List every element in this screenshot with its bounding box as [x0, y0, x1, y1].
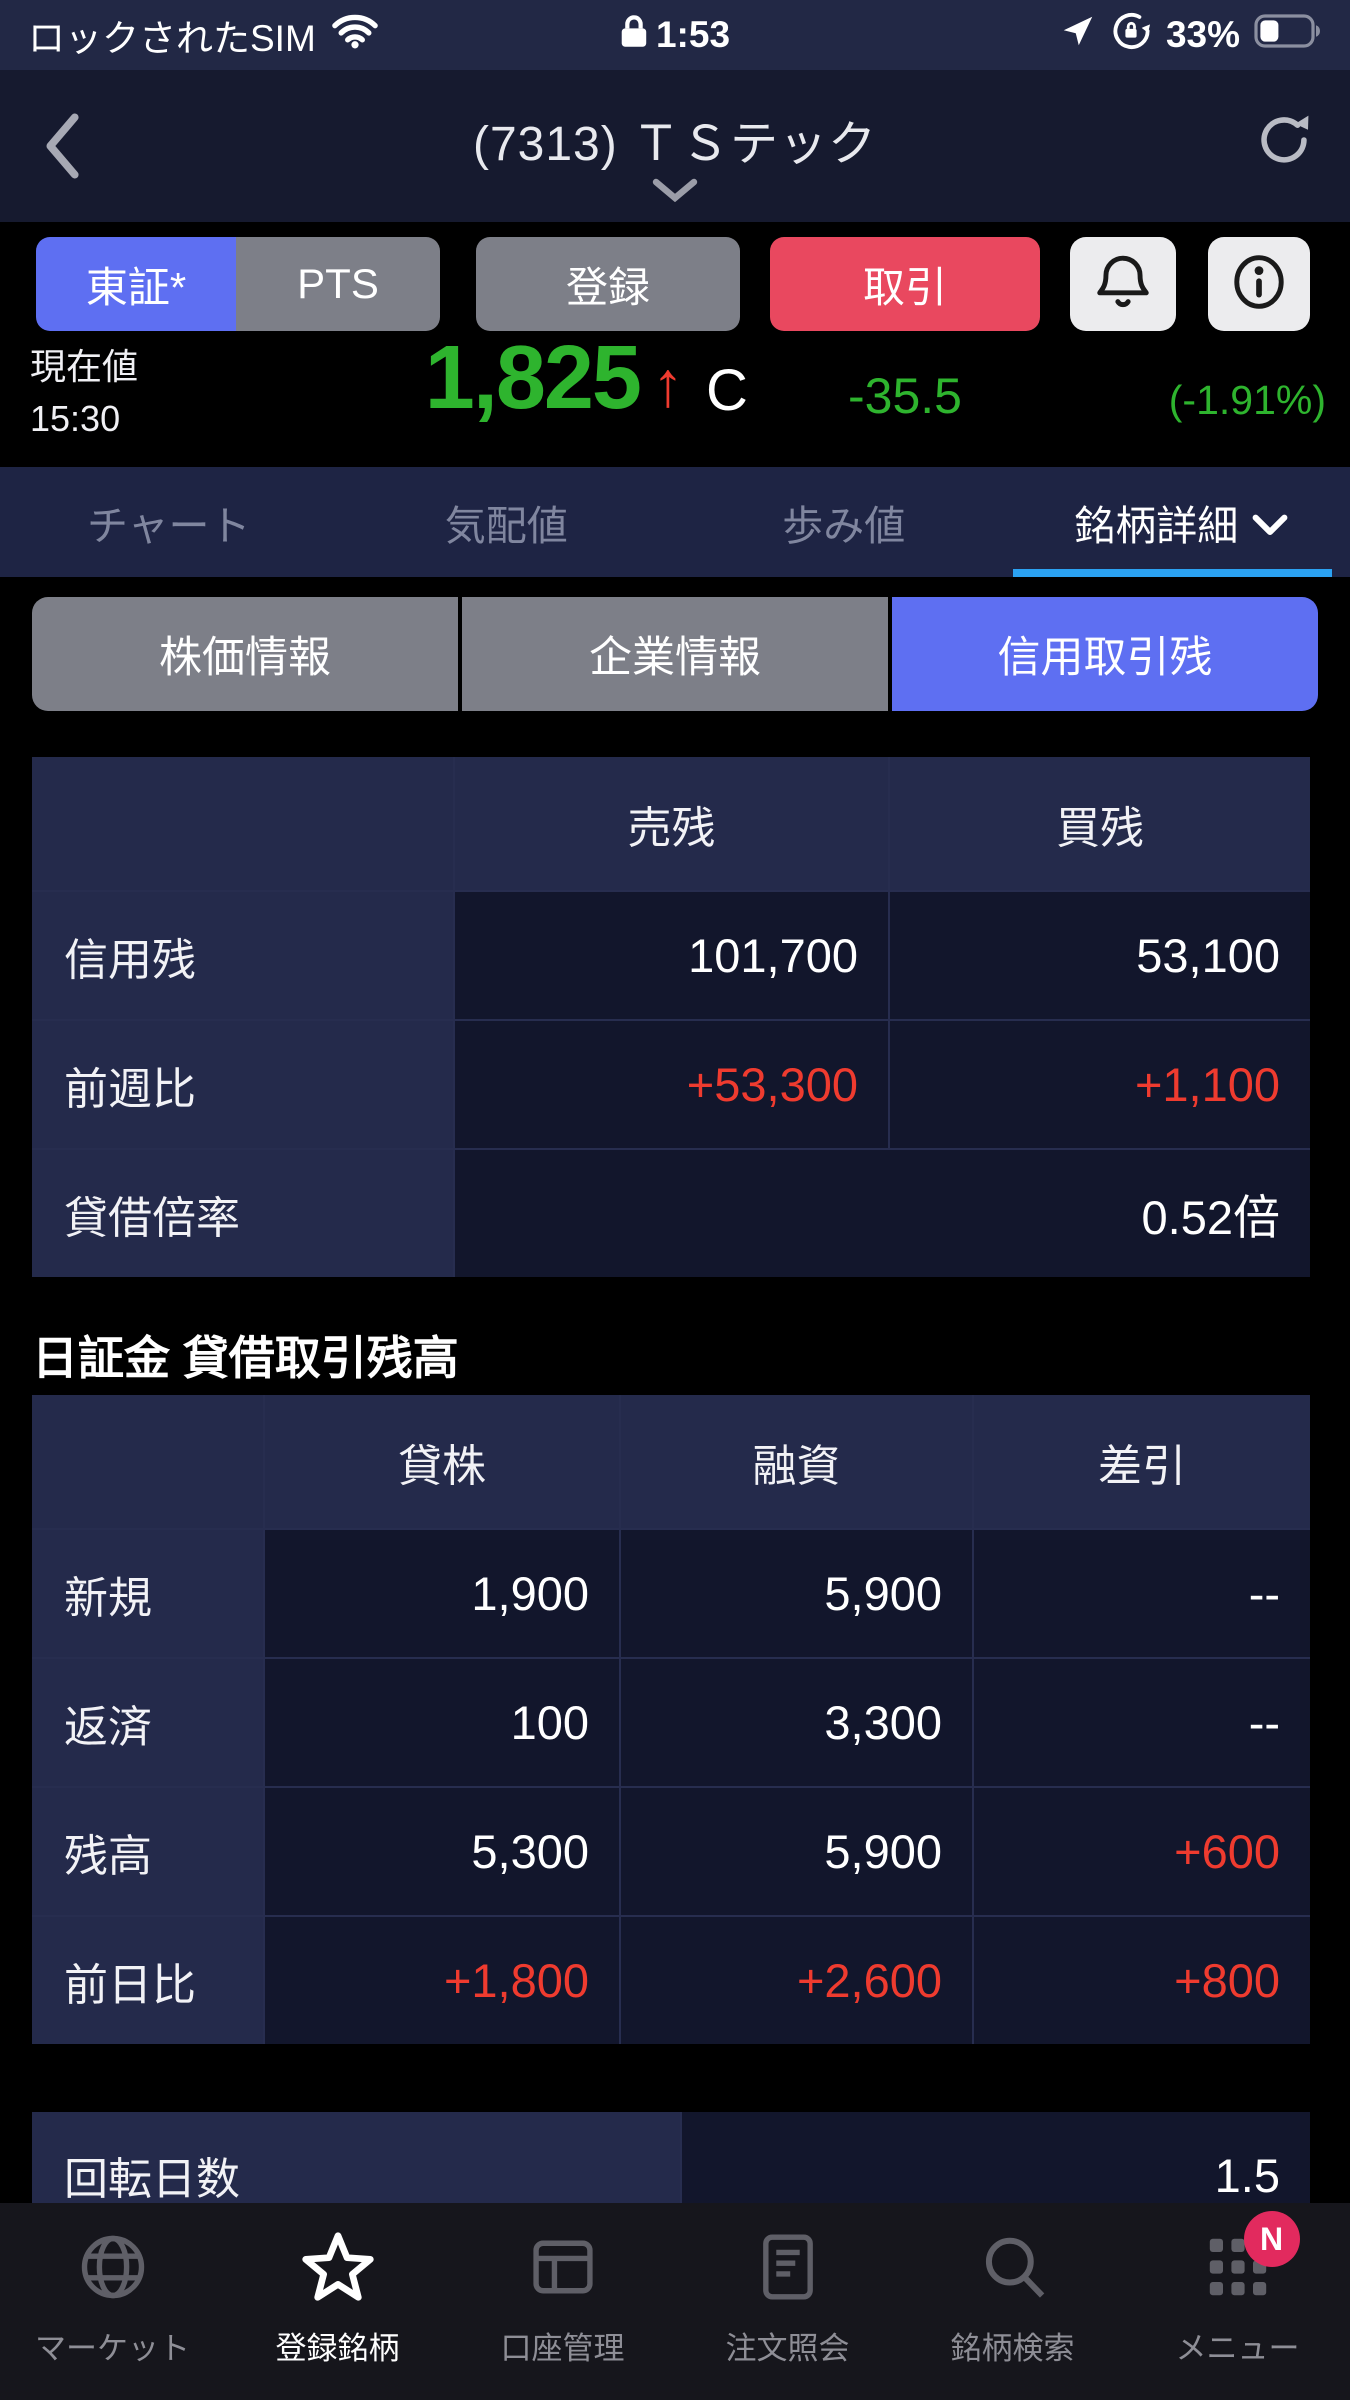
margin-buy-balance: 53,100	[890, 892, 1310, 1019]
current-price: 1,825	[424, 328, 642, 428]
status-bar: ロックされたSIM 1:53 33%	[0, 0, 1350, 70]
repay-kashikabu: 100	[265, 1659, 619, 1786]
column-header-sell: 売残	[455, 757, 888, 890]
info-button[interactable]	[1208, 237, 1310, 331]
subtab-margin-balance[interactable]: 信用取引残	[888, 597, 1318, 711]
bell-icon	[1092, 251, 1154, 318]
tab-bar: チャート 気配値 歩み値 銘柄詳細	[0, 467, 1350, 577]
new-sashihiki: --	[974, 1530, 1310, 1657]
row-label: 信用残	[32, 892, 453, 1019]
globe-icon	[73, 2227, 153, 2307]
column-header-buy: 買残	[890, 757, 1310, 890]
tab-quotes[interactable]: 気配値	[444, 503, 568, 549]
dod-yushi: +2,600	[621, 1917, 972, 2044]
new-yushi: 5,900	[621, 1530, 972, 1657]
notification-badge: N	[1243, 2211, 1300, 2267]
account-card-icon	[523, 2227, 603, 2307]
price-change: -35.5	[848, 368, 962, 424]
balance-kashikabu: 5,300	[265, 1788, 619, 1915]
quote-time: 15:30	[30, 398, 121, 440]
tab-chart[interactable]: チャート	[86, 503, 251, 549]
menu-grid-icon: N	[1198, 2211, 1300, 2307]
nav-menu[interactable]: N メニュー	[1125, 2203, 1350, 2400]
clock-time: 1:53	[655, 14, 731, 55]
page-title: (7313) ＴＳテック	[472, 118, 878, 171]
order-list-icon	[748, 2227, 828, 2307]
detail-subtabs: 株価情報 企業情報 信用取引残	[32, 597, 1318, 711]
nisshokin-table: 貸株 融資 差引 新規 1,900 5,900 -- 返済 100 3,300 …	[32, 1395, 1310, 2044]
register-button[interactable]: 登録	[476, 237, 740, 331]
nav-search[interactable]: 銘柄検索	[900, 2203, 1125, 2400]
alert-bell-button[interactable]	[1070, 237, 1176, 331]
table-corner-cell	[32, 1395, 263, 1528]
margin-ratio: 0.52倍	[455, 1150, 1310, 1277]
wifi-icon	[331, 13, 378, 58]
row-label: 残高	[32, 1788, 263, 1915]
bottom-nav: マーケット 登録銘柄 口座管理 注文照会 銘柄検索	[0, 2203, 1350, 2400]
dod-kashikabu: +1,800	[265, 1917, 619, 2044]
tab-stock-detail[interactable]: 銘柄詳細	[1012, 467, 1350, 577]
battery-percent: 33%	[1165, 14, 1240, 55]
star-icon	[298, 2227, 378, 2307]
active-tab-underline	[1012, 569, 1332, 577]
up-arrow-icon: ↑	[652, 348, 684, 420]
subtab-company-info[interactable]: 企業情報	[458, 597, 888, 711]
exchange-pts-button[interactable]: PTS	[236, 237, 440, 331]
chevron-down-icon	[1252, 499, 1288, 546]
wow-change-sell: +53,300	[455, 1021, 888, 1148]
subtab-stock-info[interactable]: 株価情報	[32, 597, 458, 711]
margin-sell-balance: 101,700	[455, 892, 888, 1019]
nav-watchlist[interactable]: 登録銘柄	[225, 2203, 450, 2400]
row-label: 貸借倍率	[32, 1150, 453, 1277]
balance-sashihiki: +600	[974, 1788, 1310, 1915]
table-corner-cell	[32, 757, 453, 890]
balance-yushi: 5,900	[621, 1788, 972, 1915]
lock-icon	[620, 13, 648, 58]
column-header-yushi: 融資	[621, 1395, 972, 1528]
margin-balance-table: 売残 買残 信用残 101,700 53,100 前週比 +53,300 +1,…	[32, 757, 1310, 1277]
repay-yushi: 3,300	[621, 1659, 972, 1786]
repay-sashihiki: --	[974, 1659, 1310, 1786]
market-button-row: 東証* PTS 登録 取引	[0, 222, 1350, 335]
nav-orders[interactable]: 注文照会	[675, 2203, 900, 2400]
nav-market[interactable]: マーケット	[0, 2203, 225, 2400]
section-title: 日証金 貸借取引残高	[32, 1332, 459, 1384]
price-change-percent: (-1.91%)	[1168, 377, 1326, 423]
carrier-label: ロックされたSIM	[28, 18, 316, 59]
rotation-lock-icon	[1110, 10, 1152, 61]
exchange-tose-button[interactable]: 東証*	[36, 237, 236, 331]
current-price-label: 現在値 15:30	[30, 341, 138, 445]
info-icon	[1228, 251, 1290, 318]
new-kashikabu: 1,900	[265, 1530, 619, 1657]
nav-account[interactable]: 口座管理	[450, 2203, 675, 2400]
back-button[interactable]	[42, 112, 82, 180]
location-icon	[1060, 13, 1096, 58]
row-label: 前週比	[32, 1021, 453, 1148]
close-flag: C	[706, 358, 748, 423]
battery-icon	[1254, 13, 1322, 57]
trade-button[interactable]: 取引	[770, 237, 1040, 331]
row-label: 返済	[32, 1659, 263, 1786]
column-header-kashikabu: 貸株	[265, 1395, 619, 1528]
wow-change-buy: +1,100	[890, 1021, 1310, 1148]
refresh-button[interactable]	[1254, 110, 1314, 170]
dod-sashihiki: +800	[974, 1917, 1310, 2044]
title-chevron-down-icon[interactable]	[652, 178, 698, 207]
tab-ticks[interactable]: 歩み値	[782, 503, 906, 549]
row-label: 前日比	[32, 1917, 263, 2044]
row-label: 新規	[32, 1530, 263, 1657]
search-icon	[973, 2227, 1053, 2307]
quote-row: 現在値 15:30 1,825 ↑ C -35.5 (-1.91%)	[0, 328, 1350, 467]
column-header-sashihiki: 差引	[974, 1395, 1310, 1528]
app-header: (7313) ＴＳテック	[0, 70, 1350, 222]
